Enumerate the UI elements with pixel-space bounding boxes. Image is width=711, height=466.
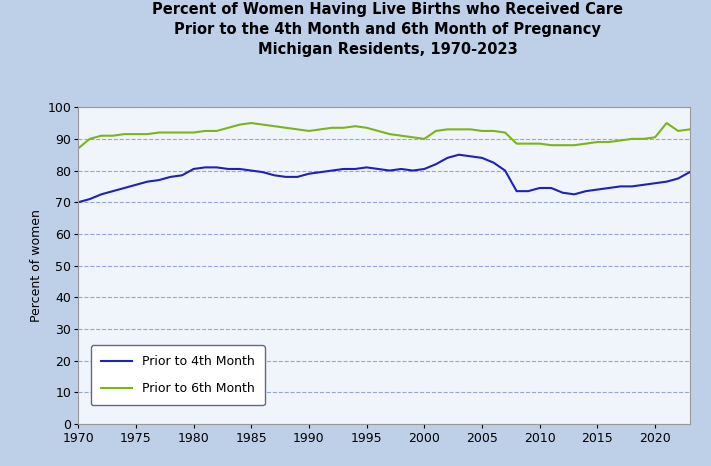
Prior to 6th Month bbox=[178, 130, 186, 135]
Prior to 4th Month bbox=[454, 152, 463, 158]
Prior to 6th Month bbox=[247, 120, 255, 126]
Legend: Prior to 4th Month, Prior to 6th Month: Prior to 4th Month, Prior to 6th Month bbox=[90, 345, 264, 405]
Prior to 4th Month bbox=[443, 155, 451, 161]
Prior to 6th Month bbox=[420, 136, 429, 142]
Prior to 4th Month bbox=[178, 172, 186, 178]
Prior to 4th Month bbox=[501, 168, 509, 173]
Line: Prior to 6th Month: Prior to 6th Month bbox=[78, 123, 690, 148]
Line: Prior to 4th Month: Prior to 4th Month bbox=[78, 155, 690, 202]
Text: Percent of Women Having Live Births who Received Care
Prior to the 4th Month and: Percent of Women Having Live Births who … bbox=[152, 2, 623, 57]
Y-axis label: Percent of women: Percent of women bbox=[31, 209, 43, 322]
Prior to 4th Month bbox=[432, 161, 440, 167]
Prior to 4th Month bbox=[74, 199, 82, 205]
Prior to 4th Month bbox=[685, 169, 694, 175]
Prior to 4th Month bbox=[305, 171, 314, 177]
Prior to 6th Month bbox=[443, 127, 451, 132]
Prior to 6th Month bbox=[501, 130, 509, 135]
Prior to 6th Month bbox=[454, 127, 463, 132]
Prior to 6th Month bbox=[685, 127, 694, 132]
Prior to 6th Month bbox=[316, 127, 325, 132]
Prior to 4th Month bbox=[409, 168, 417, 173]
Prior to 6th Month bbox=[74, 145, 82, 151]
